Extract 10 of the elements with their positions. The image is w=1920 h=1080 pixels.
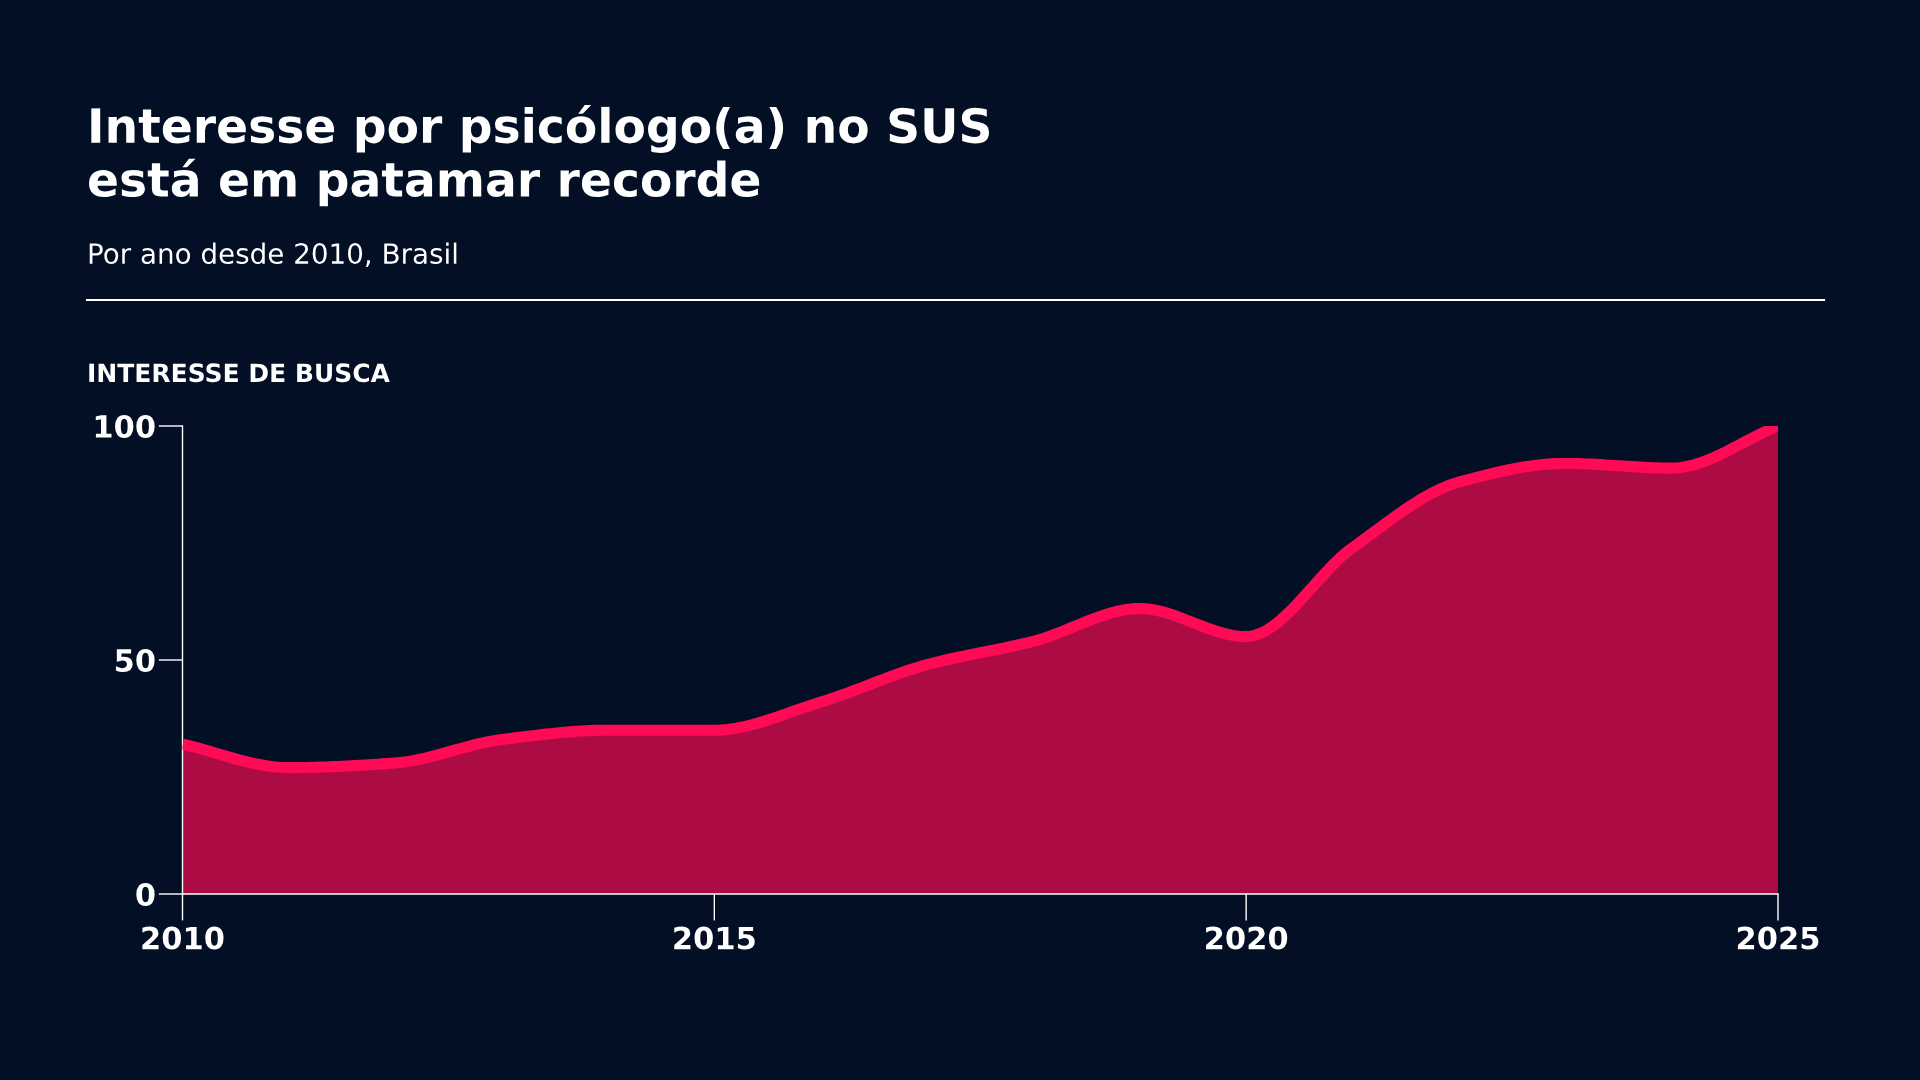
y-tick-label: 0: [136, 882, 155, 907]
x-tick-label: 2010: [142, 926, 224, 950]
y-tick-label: 100: [95, 414, 155, 439]
x-tick-label: 2025: [1737, 926, 1819, 950]
chart-subtitle: Por ano desde 2010, Brasil: [89, 242, 457, 267]
x-tick-label: 2020: [1206, 926, 1288, 950]
y-axis-title: INTERESSE DE BUSCA: [89, 363, 390, 383]
chart-title: Interesse por psicólogo(a) no SUS está em patamar recorde: [89, 105, 990, 207]
y-tick-label: 50: [115, 648, 155, 673]
x-tick-label: 2015: [674, 926, 755, 950]
